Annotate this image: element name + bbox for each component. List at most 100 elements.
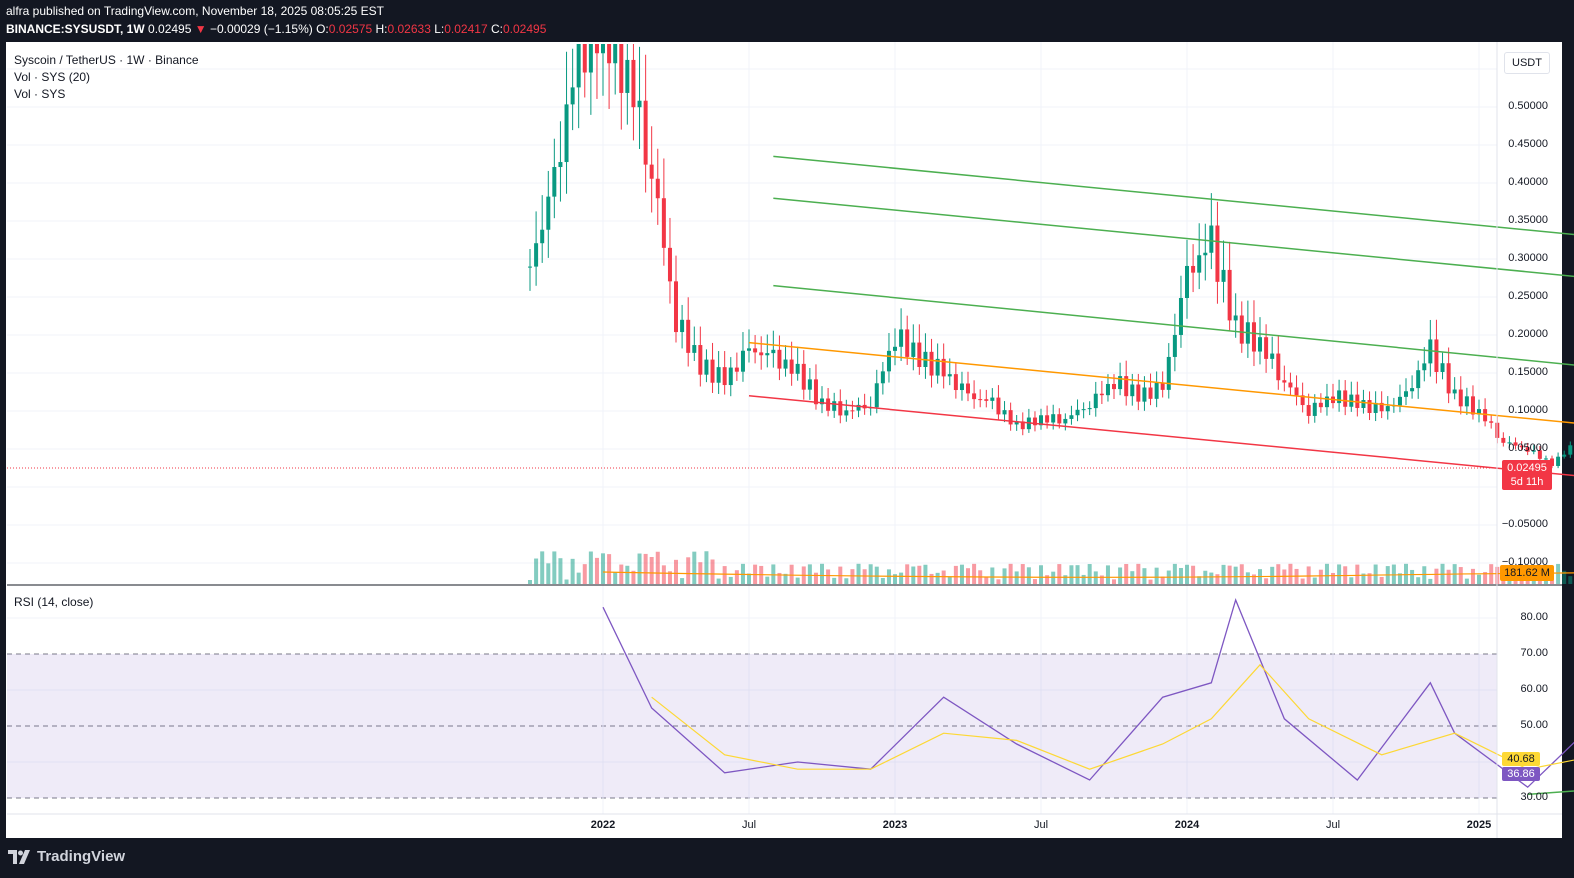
candle-body xyxy=(953,374,958,391)
candle-body xyxy=(1142,387,1147,402)
candle-body xyxy=(959,383,964,391)
volume-bar xyxy=(923,564,928,584)
volume-bar xyxy=(601,553,605,584)
trend-drawings xyxy=(748,155,1574,477)
currency-selector[interactable]: USDT xyxy=(1504,52,1550,74)
volume-bar xyxy=(1568,576,1573,584)
volume-bar xyxy=(905,564,910,584)
volume-bar xyxy=(1154,567,1159,584)
candle-body xyxy=(1367,400,1372,413)
open-label: O: xyxy=(316,22,329,36)
volume-bar xyxy=(862,569,867,584)
grid xyxy=(7,42,1497,814)
price-tick-label: 0.30000 xyxy=(1508,252,1548,264)
candle-body xyxy=(1160,382,1165,390)
candle-body xyxy=(613,44,618,64)
candle-body xyxy=(1136,384,1141,402)
volume-bar xyxy=(1355,564,1360,584)
candle-body xyxy=(1483,409,1488,422)
volume-bar xyxy=(1428,578,1433,584)
volume-bar xyxy=(1172,563,1177,584)
volume-bar xyxy=(789,564,794,584)
candle-body xyxy=(643,100,648,165)
candle-body xyxy=(1063,418,1068,424)
candle-body xyxy=(759,352,764,356)
candle-body xyxy=(1148,387,1153,399)
volume-bar xyxy=(874,566,879,584)
candle-body xyxy=(1525,447,1530,452)
candle-body xyxy=(832,401,837,411)
candle-body xyxy=(1343,390,1348,407)
vol-ma-legend[interactable]: Vol · SYS (20) xyxy=(14,70,91,84)
candle-body xyxy=(704,359,709,375)
rsi-legend[interactable]: RSI (14, close) xyxy=(14,595,94,609)
price-tick-label: 0.35000 xyxy=(1508,214,1548,226)
candle-body xyxy=(619,44,624,93)
vol-legend[interactable]: Vol · SYS xyxy=(14,87,66,101)
candle-body xyxy=(1081,409,1086,411)
volume-bar xyxy=(1422,566,1427,584)
candle-body xyxy=(661,198,666,248)
volume-bar xyxy=(564,579,569,584)
volume-bar xyxy=(917,565,922,584)
volume-bar xyxy=(813,572,818,584)
candle-body xyxy=(929,351,934,376)
candle-body xyxy=(941,358,946,377)
volume-bar xyxy=(558,558,563,584)
volume-bar xyxy=(1464,578,1469,584)
volume-bar xyxy=(1142,568,1147,584)
price-tick-label: 0.25000 xyxy=(1508,290,1548,302)
volume-bar xyxy=(1209,572,1214,584)
candle-body xyxy=(1513,442,1518,446)
candle-body xyxy=(1337,390,1342,404)
volume-bar xyxy=(1124,563,1129,584)
chart-frame[interactable] xyxy=(6,42,1562,838)
tradingview-logo[interactable]: TradingView xyxy=(8,848,125,865)
candle-body xyxy=(1294,387,1299,396)
candle-body xyxy=(765,353,770,356)
volume-bar xyxy=(826,569,831,584)
volume-bar xyxy=(1416,577,1421,584)
volume-bar xyxy=(1221,564,1226,584)
price-tick-label: 0.15000 xyxy=(1508,366,1548,378)
ohlc-line: BINANCE:SYSUSDT, 1W 0.02495 ▼ −0.00029 (… xyxy=(6,22,546,36)
candle-body xyxy=(1270,353,1275,359)
candle-body xyxy=(1489,421,1494,423)
candle-body xyxy=(728,367,733,386)
volume-bar xyxy=(935,572,940,584)
volume-bar xyxy=(1087,564,1092,584)
candle-body xyxy=(637,100,642,108)
candle-body xyxy=(899,329,904,347)
candle-body xyxy=(1130,384,1135,397)
candle-body xyxy=(1251,322,1256,352)
candle-body xyxy=(893,346,897,351)
symbol-legend[interactable]: Syscoin / TetherUS · 1W · Binance xyxy=(14,53,199,67)
volume-bar xyxy=(1404,563,1408,584)
candle-body xyxy=(1215,225,1220,282)
volume-bar xyxy=(607,554,612,584)
volume-bar xyxy=(911,566,916,584)
volume-bar xyxy=(1270,566,1275,584)
candle-body xyxy=(528,266,532,268)
volume-bar xyxy=(765,576,770,584)
volume-bar xyxy=(856,563,861,584)
candle-body xyxy=(826,398,831,411)
volume-bar xyxy=(546,563,551,584)
candle-body xyxy=(771,349,776,354)
candle-body xyxy=(850,410,855,412)
candle-body xyxy=(576,44,581,88)
candle-body xyxy=(1057,414,1062,424)
candle-body xyxy=(1239,315,1244,344)
price-tick-label: 0.20000 xyxy=(1508,328,1548,340)
high-value: 0.02633 xyxy=(387,22,431,36)
candle-body xyxy=(874,383,879,408)
candle-body xyxy=(1118,376,1123,390)
candle-body xyxy=(1276,353,1281,381)
candle-body xyxy=(698,345,703,375)
candle-body xyxy=(1069,415,1074,419)
candle-body xyxy=(534,243,539,267)
candle-body xyxy=(1112,383,1116,390)
volume-bar xyxy=(1185,564,1189,584)
candle-body xyxy=(978,399,983,401)
